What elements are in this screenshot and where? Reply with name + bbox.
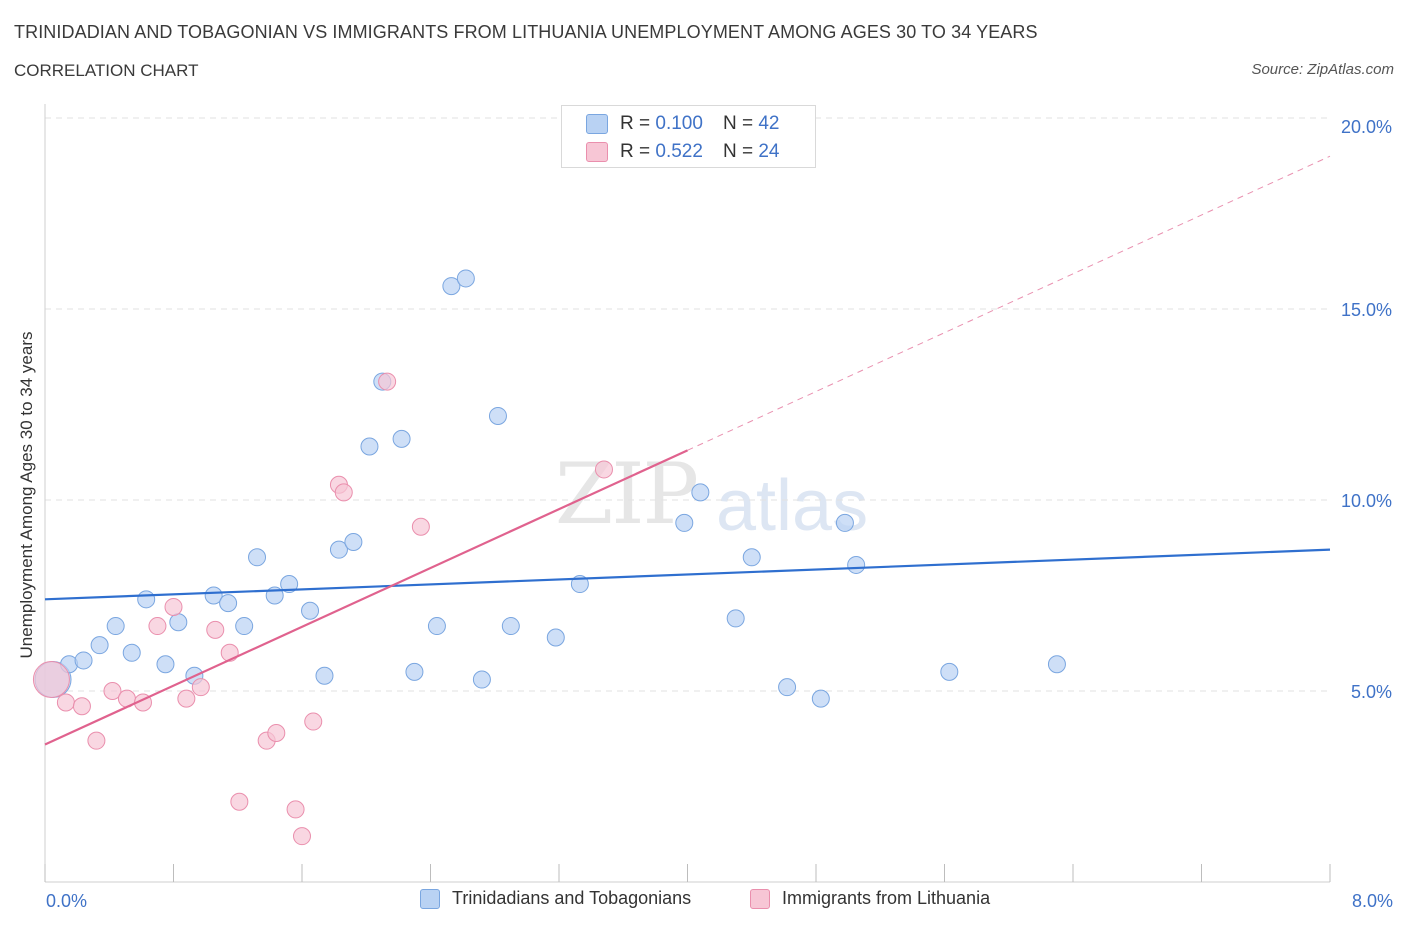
trinidadian-point bbox=[122, 643, 141, 662]
trinidadian-point bbox=[940, 662, 959, 681]
trinidadian-point bbox=[169, 613, 188, 632]
trend-line-trinidadian bbox=[44, 548, 1331, 601]
trinidadian-point bbox=[156, 655, 175, 674]
series-legend-item-blue: Trinidadians and Tobagonians bbox=[420, 888, 691, 909]
lithuania-point bbox=[594, 460, 613, 479]
trinidadian-point bbox=[691, 483, 710, 502]
trinidadian-point bbox=[456, 269, 475, 288]
trinidadian-point bbox=[675, 513, 694, 532]
lithuania-point bbox=[334, 483, 353, 502]
trinidadian-point bbox=[778, 678, 797, 697]
watermark-atlas: atlas bbox=[716, 466, 869, 546]
lithuania-point bbox=[177, 689, 196, 708]
lithuania-point bbox=[72, 697, 91, 716]
series-swatch-pink bbox=[750, 888, 770, 909]
trinidadian-point bbox=[427, 617, 446, 636]
legend-r-label: R = bbox=[620, 113, 651, 134]
legend-n-value: 42 bbox=[758, 113, 780, 134]
series-name-pink: Immigrants from Lithuania bbox=[782, 888, 991, 908]
trinidadian-point bbox=[315, 666, 334, 685]
trinidadian-point bbox=[442, 277, 461, 296]
trinidadian-point bbox=[392, 429, 411, 448]
series-legend: Trinidadians and Tobagonians Immigrants … bbox=[0, 888, 1406, 916]
legend-r-value: 0.100 bbox=[655, 113, 703, 134]
legend-n-label: N = bbox=[722, 113, 754, 134]
trinidadian-point bbox=[90, 636, 109, 655]
trinidadian-point bbox=[137, 590, 156, 609]
legend-swatch-blue bbox=[586, 114, 608, 134]
trinidadian-point bbox=[329, 540, 348, 559]
trinidadian-point bbox=[847, 555, 866, 574]
chart-subtitle: CORRELATION CHART bbox=[14, 61, 199, 80]
trinidadian-point bbox=[360, 437, 379, 456]
lithuania-point bbox=[411, 517, 430, 536]
lithuania-point bbox=[304, 712, 323, 731]
trinidadian-point bbox=[835, 513, 854, 532]
series-legend-item-pink: Immigrants from Lithuania bbox=[750, 888, 990, 909]
trinidadian-point bbox=[472, 670, 491, 689]
lithuania-point bbox=[293, 827, 311, 846]
lithuania-point bbox=[56, 693, 75, 712]
trend-line-lithuania-extension bbox=[687, 155, 1331, 451]
y-tick-label: 15.0% bbox=[1341, 300, 1392, 320]
legend-row-blue: R = 0.100 N = 42 bbox=[586, 111, 779, 137]
trinidadian-point bbox=[811, 689, 830, 708]
legend-r-value: 0.522 bbox=[655, 141, 703, 162]
trinidadian-point bbox=[742, 548, 761, 567]
y-tick-label: 5.0% bbox=[1351, 682, 1392, 702]
lithuania-point bbox=[87, 731, 106, 750]
trinidadian-point bbox=[546, 628, 565, 647]
legend-r-label: R = bbox=[620, 141, 651, 162]
trinidadian-point bbox=[501, 617, 520, 636]
lithuania-point bbox=[191, 678, 210, 697]
trinidadian-point bbox=[248, 548, 267, 567]
lithuania-point bbox=[164, 597, 183, 616]
y-axis-label: Unemployment Among Ages 30 to 34 years bbox=[17, 331, 36, 659]
trinidadian-point bbox=[106, 617, 125, 636]
trinidadian-point bbox=[488, 406, 507, 425]
trinidadian-point bbox=[204, 586, 223, 605]
trinidadian-point bbox=[74, 651, 93, 670]
legend-row-pink: R = 0.522 N = 24 bbox=[586, 139, 779, 165]
series-swatch-blue bbox=[420, 888, 440, 909]
lithuania-point bbox=[206, 620, 225, 639]
trend-line-lithuania bbox=[44, 449, 688, 746]
legend-n-value: 24 bbox=[758, 141, 780, 162]
trinidadian-point bbox=[344, 533, 363, 552]
lithuania-point bbox=[103, 682, 122, 700]
trinidadian-point bbox=[219, 594, 238, 613]
trinidadian-point bbox=[1047, 655, 1066, 674]
watermark-zip: ZIP bbox=[555, 445, 699, 543]
lithuania-point bbox=[267, 724, 286, 743]
trinidadian-point bbox=[301, 601, 320, 620]
lithuania-point bbox=[286, 800, 305, 819]
lithuania-point bbox=[230, 792, 249, 811]
y-tick-label: 20.0% bbox=[1341, 117, 1392, 137]
lithuania-point bbox=[378, 372, 397, 391]
correlation-legend: R = 0.100 N = 42 R = 0.522 N = 24 bbox=[561, 105, 816, 168]
legend-n-label: N = bbox=[722, 141, 754, 162]
lithuania-point bbox=[32, 661, 70, 699]
x-tick-label: 8.0% bbox=[1352, 891, 1393, 911]
lithuania-point bbox=[148, 617, 167, 636]
trinidadian-point bbox=[280, 575, 299, 594]
chart-title: TRINIDADIAN AND TOBAGONIAN VS IMMIGRANTS… bbox=[14, 22, 1038, 42]
source-label: Source: ZipAtlas.com bbox=[1251, 61, 1394, 78]
trinidadian-point bbox=[405, 662, 424, 681]
y-tick-label: 10.0% bbox=[1341, 491, 1392, 511]
series-name-blue: Trinidadians and Tobagonians bbox=[452, 888, 692, 908]
x-tick-label: 0.0% bbox=[46, 891, 87, 911]
trinidadian-point bbox=[726, 609, 745, 628]
legend-swatch-pink bbox=[586, 142, 608, 162]
trinidadian-point bbox=[235, 617, 254, 636]
